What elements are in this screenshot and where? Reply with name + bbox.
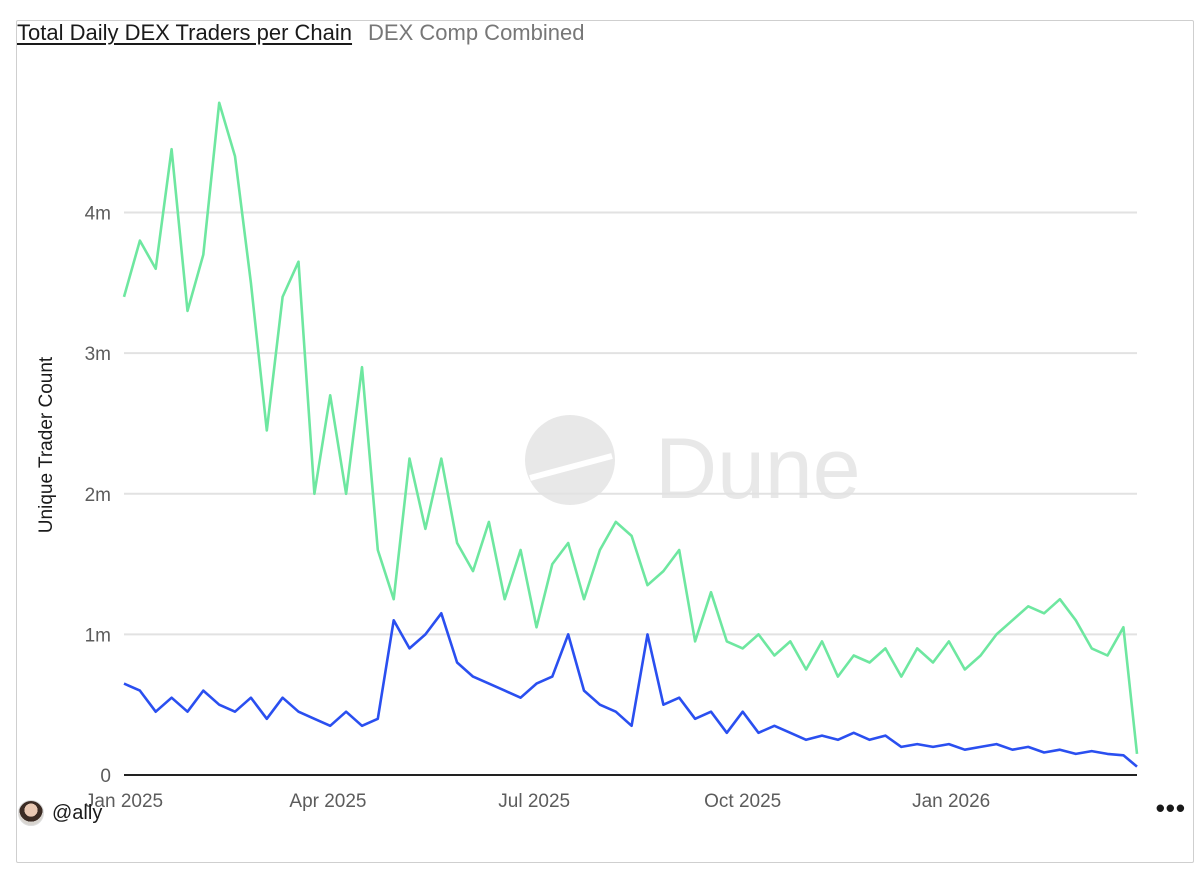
x-tick-label: Oct 2025 (704, 791, 781, 812)
y-tick-label: 2m (85, 485, 111, 506)
x-tick-label: Jan 2026 (912, 791, 990, 812)
y-tick-label: 1m (85, 625, 111, 646)
series-group (122, 101, 1139, 768)
x-tick-label: Apr 2025 (289, 791, 366, 812)
dune-watermark-text: Dune (655, 421, 861, 517)
y-tick-label: 3m (85, 344, 111, 365)
chart-header: Total Daily DEX Traders per Chain DEX Co… (17, 20, 584, 46)
author-username[interactable]: @ally (52, 801, 103, 824)
y-axis-label: Unique Trader Count (36, 356, 57, 533)
dune-logo-icon (525, 415, 615, 505)
series-line-2 (123, 611, 1138, 768)
more-options-icon[interactable]: ••• (1155, 793, 1186, 823)
chart-subtitle: DEX Comp Combined (368, 20, 585, 45)
x-tick-label: Jul 2025 (498, 791, 570, 812)
x-axis-ticks: Jan 2025 Apr 2025 Jul 2025 Oct 2025 Jan 2026 (85, 791, 990, 812)
gridlines (124, 211, 1137, 636)
avatar[interactable] (18, 800, 44, 826)
x-tick-label: Jan 2025 (85, 791, 163, 812)
author-footer: @ally (18, 800, 102, 826)
y-tick-label: 4m (85, 204, 111, 225)
y-tick-label: 0 (100, 766, 111, 787)
chart-title-link[interactable]: Total Daily DEX Traders per Chain (17, 20, 353, 45)
y-axis-ticks: 0 1m 2m 3m 4m (85, 204, 111, 788)
series-line-1 (122, 101, 1139, 755)
